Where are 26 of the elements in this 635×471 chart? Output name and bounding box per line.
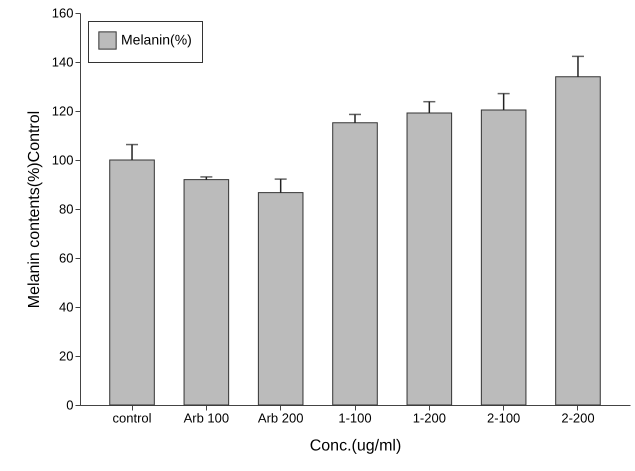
y-tick-label: 40	[59, 300, 74, 314]
y-tick-label: 20	[59, 348, 74, 364]
y-tick-label: 0	[66, 398, 74, 412]
bar	[332, 122, 378, 406]
x-tick-label: 2-100	[487, 410, 520, 426]
y-tick-label: 120	[52, 104, 74, 118]
y-tick-label: 80	[59, 202, 74, 216]
bar	[184, 179, 230, 406]
bar	[258, 192, 304, 406]
legend-label: Melanin(%)	[121, 32, 192, 48]
y-tick-label: 160	[52, 6, 74, 20]
x-tick-label: control	[112, 410, 152, 426]
y-tick-label: 140	[52, 54, 74, 70]
bar	[480, 110, 526, 406]
y-tick-label: 100	[52, 152, 74, 168]
y-axis-title: Melanin contents(%)Control	[26, 110, 43, 308]
x-tick-label: 1-100	[338, 410, 372, 426]
x-tick-label: 2-200	[561, 410, 595, 426]
x-tick-label: Arb 100	[184, 410, 230, 426]
bar	[406, 112, 452, 406]
y-tick-label: 60	[59, 250, 74, 266]
bar	[555, 76, 601, 406]
x-tick-label: 1-200	[412, 410, 446, 426]
x-axis-title: Conc.(ug/ml)	[310, 438, 402, 454]
bar	[109, 160, 155, 406]
x-tick-label: Arb 200	[258, 410, 304, 426]
